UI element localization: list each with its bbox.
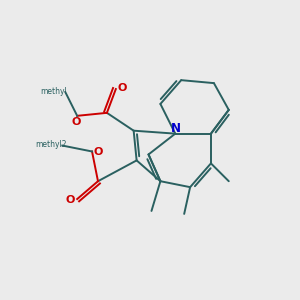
Text: methyl2: methyl2 xyxy=(35,140,67,149)
Text: O: O xyxy=(66,195,75,205)
Text: O: O xyxy=(72,117,81,128)
Text: N: N xyxy=(171,122,181,135)
Text: methyl: methyl xyxy=(40,87,68,96)
Text: O: O xyxy=(118,83,127,94)
Text: O: O xyxy=(94,147,103,157)
